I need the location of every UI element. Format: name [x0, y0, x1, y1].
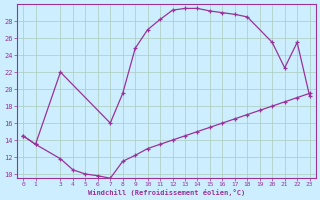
- X-axis label: Windchill (Refroidissement éolien,°C): Windchill (Refroidissement éolien,°C): [88, 189, 245, 196]
